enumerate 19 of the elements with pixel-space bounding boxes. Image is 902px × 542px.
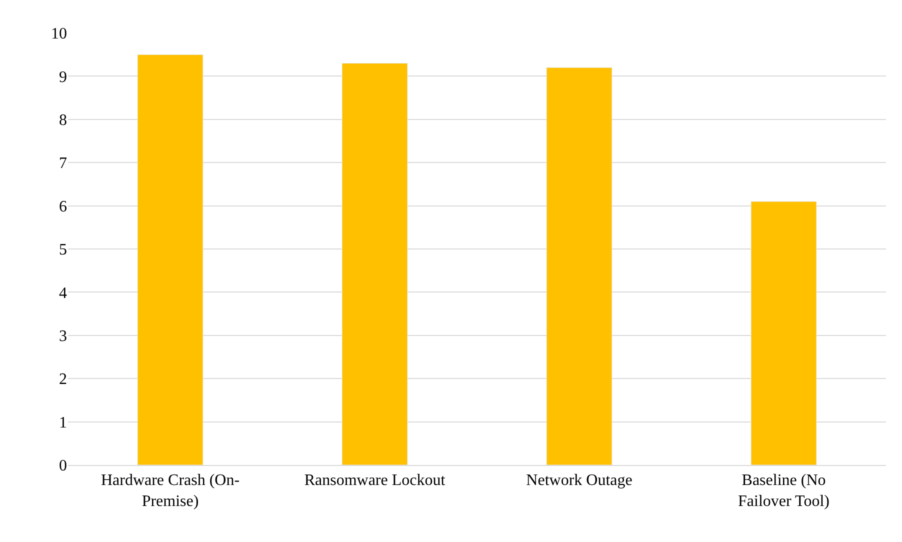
y-tick-label: 10 [51,26,67,43]
y-tick-label: 6 [59,198,67,216]
bar [546,67,612,465]
y-tick-label: 9 [59,68,67,86]
y-tick-label: 5 [59,242,67,259]
bar [137,54,204,465]
y-tick-label: 2 [59,371,67,388]
y-tick-label: 0 [59,458,67,475]
x-tick-label: Hardware Crash (On-Premise) [100,472,240,510]
y-tick-label: 3 [59,328,67,345]
x-tick-label: Network Outage [526,472,632,490]
y-tick-label: 8 [59,112,67,129]
bar [750,201,817,465]
y-tick-label: 7 [59,155,67,172]
x-tick-label: Baseline (No Failover Tool) [738,472,830,510]
y-tick-label: 1 [59,414,67,432]
x-tick-label: Ransomware Lockout [304,472,446,490]
y-tick-label: 4 [59,284,67,302]
bar [342,62,408,465]
